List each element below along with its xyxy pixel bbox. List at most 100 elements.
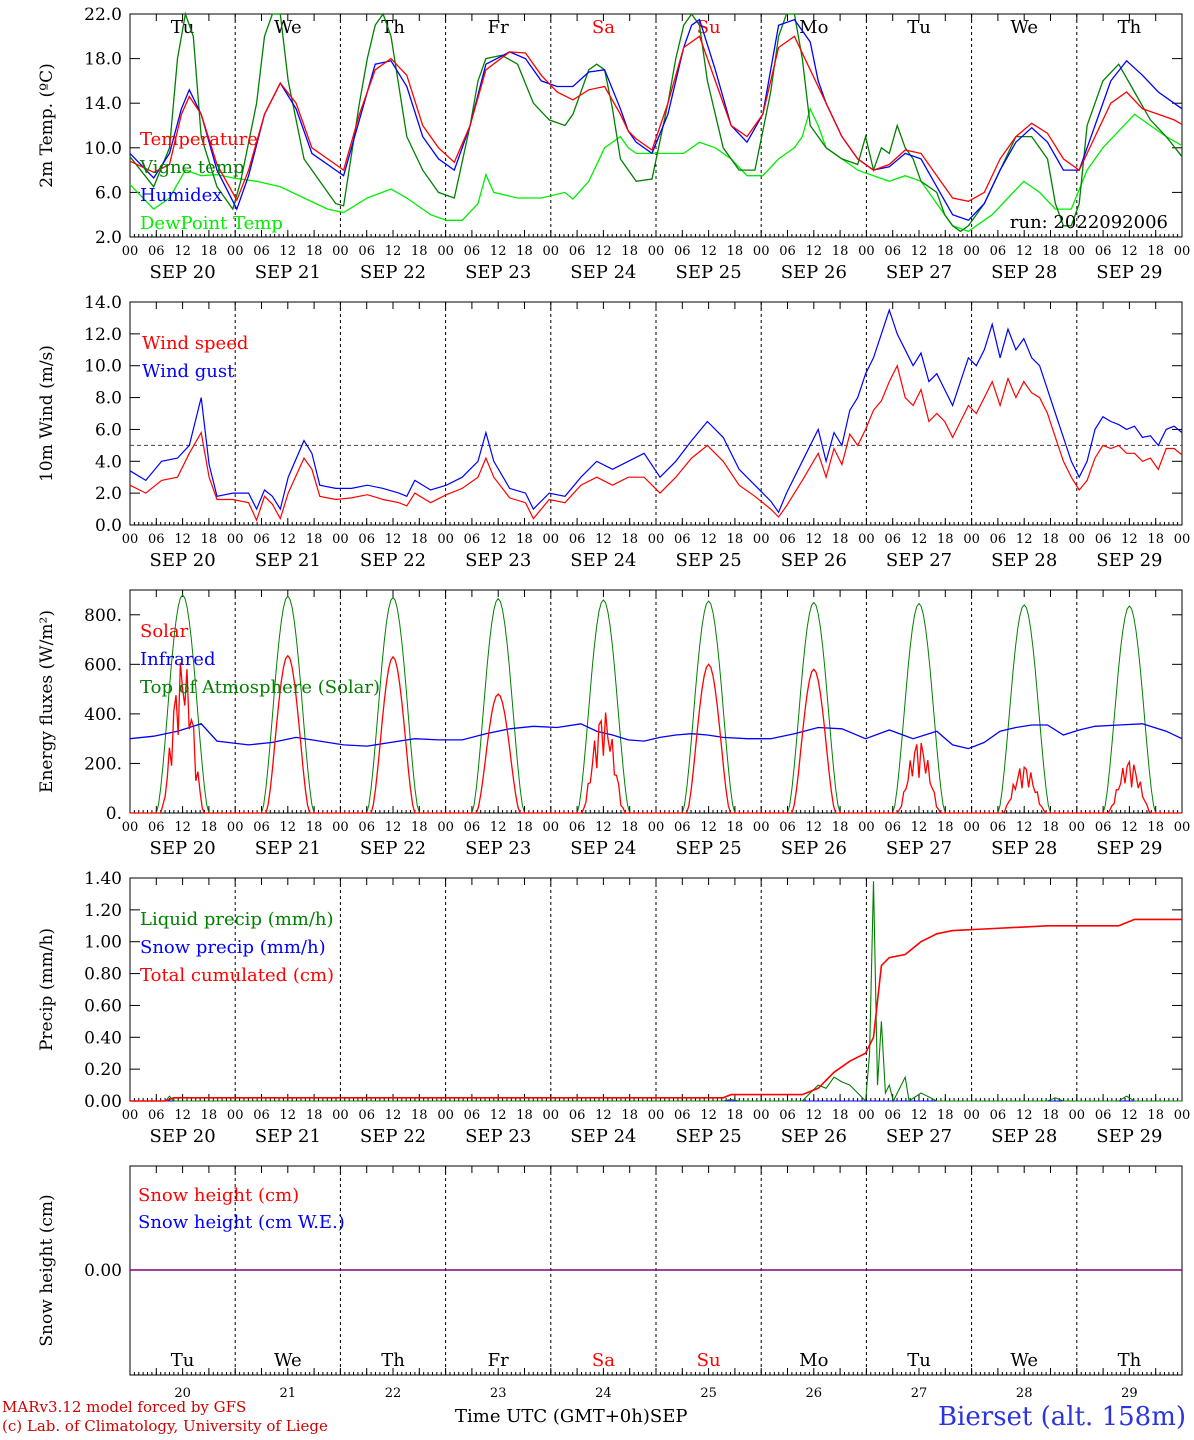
x-date-label: SEP 22 xyxy=(360,838,426,859)
x-hour-label: 18 xyxy=(516,1108,533,1123)
x-date-label: SEP 24 xyxy=(570,1126,636,1147)
x-hour-label: 00 xyxy=(858,820,875,835)
x-date-label: SEP 29 xyxy=(1096,550,1162,571)
x-hour-label: 06 xyxy=(358,532,375,547)
x-hour-label: 12 xyxy=(385,532,402,547)
weekday-label: Tu xyxy=(907,17,931,38)
x-hour-label: 06 xyxy=(1095,820,1112,835)
x-hour-label: 06 xyxy=(358,1108,375,1123)
legend-entry: Solar xyxy=(140,621,189,642)
x-hour-label: 00 xyxy=(648,820,665,835)
y-axis-label: 10m Wind (m/s) xyxy=(37,345,57,482)
x-hour-label: 12 xyxy=(595,820,612,835)
x-date-label: SEP 29 xyxy=(1096,1126,1162,1147)
y-tick-label: 14.0 xyxy=(84,293,122,313)
legend-entry: Infrared xyxy=(140,649,215,670)
x-hour-label: 06 xyxy=(464,244,481,259)
x-hour-label: 00 xyxy=(332,244,349,259)
x-hour-label: 06 xyxy=(148,532,165,547)
x-hour-label: 12 xyxy=(1016,244,1033,259)
weekday-label: We xyxy=(274,1350,302,1371)
x-hour-label: 00 xyxy=(1069,244,1086,259)
y-tick-label: 6.0 xyxy=(95,183,122,203)
x-hour-label: 06 xyxy=(779,1108,796,1123)
x-hour-label: 12 xyxy=(280,1108,297,1123)
x-hour-label: 12 xyxy=(385,244,402,259)
x-date-label: SEP 24 xyxy=(570,838,636,859)
x-hour-label: 06 xyxy=(884,1108,901,1123)
x-date-label: SEP 21 xyxy=(255,1126,321,1147)
x-hour-label: 06 xyxy=(253,244,270,259)
x-hour-label: 18 xyxy=(937,244,954,259)
month-label: SEP xyxy=(649,1406,688,1427)
x-hour-label: 12 xyxy=(911,532,928,547)
x-date-label: SEP 28 xyxy=(991,838,1057,859)
x-hour-label: 12 xyxy=(806,820,823,835)
panel-snow: Snow height (cm) 0.00 Tu We Th Fr Sa Su Mo Tu We Th… xyxy=(37,1165,1183,1401)
x-date-label: SEP 22 xyxy=(360,550,426,571)
x-hour-label: 00 xyxy=(437,532,454,547)
x-date-label: SEP 28 xyxy=(991,1126,1057,1147)
x-hour-label: 00 xyxy=(332,1108,349,1123)
x-hour-label: 18 xyxy=(411,1108,428,1123)
x-hour-label: 18 xyxy=(306,820,323,835)
x-hour-label: 12 xyxy=(385,820,402,835)
x-hour-label: 12 xyxy=(806,532,823,547)
x-hour-label: 18 xyxy=(832,1108,849,1123)
credit-line-1: MARv3.12 model forced by GFS xyxy=(2,1398,247,1416)
x-hour-label: 00 xyxy=(1069,1108,1086,1123)
weekday-label: We xyxy=(1010,1350,1038,1371)
y-tick-label: 1.40 xyxy=(84,869,122,889)
x-hour-label: 06 xyxy=(884,532,901,547)
x-hour-label: 00 xyxy=(332,532,349,547)
x-hour-label: 12 xyxy=(280,820,297,835)
x-hour-label: 12 xyxy=(911,1108,928,1123)
x-date-label: SEP 20 xyxy=(149,1126,215,1147)
plot-frame xyxy=(129,13,1183,238)
x-hour-label: 00 xyxy=(963,532,980,547)
panel-temperature: 2m Temp. (ºC) 2.0 6.0 10.0 14.0 18.0 22.0 00 06 1… xyxy=(37,5,1190,283)
weekday-label: Tu xyxy=(907,1350,931,1371)
legend-entry: Snow height (cm) xyxy=(138,1185,299,1206)
y-tick-label: 10.0 xyxy=(84,139,122,159)
day-number-label: 24 xyxy=(595,1386,612,1401)
x-hour-label: 00 xyxy=(332,820,349,835)
x-hour-label: 00 xyxy=(437,820,454,835)
legend-entry: Wind speed xyxy=(142,333,248,354)
x-hour-label: 12 xyxy=(595,1108,612,1123)
x-hour-label: 06 xyxy=(253,532,270,547)
y-tick-label: 600. xyxy=(84,655,122,675)
legend-entry: Wind gust xyxy=(142,361,235,382)
day-number-label: 29 xyxy=(1121,1386,1138,1401)
x-hour-label: 12 xyxy=(280,244,297,259)
x-hour-label: 00 xyxy=(437,244,454,259)
x-date-label: SEP 21 xyxy=(255,550,321,571)
x-hour-label: 06 xyxy=(1095,244,1112,259)
x-hour-label: 06 xyxy=(674,532,691,547)
x-hour-label: 06 xyxy=(464,1108,481,1123)
x-hour-label: 18 xyxy=(411,532,428,547)
series-line-wind-gust xyxy=(129,308,1183,514)
x-hour-label: 06 xyxy=(358,244,375,259)
x-date-label: SEP 24 xyxy=(570,262,636,283)
x-hour-label: 00 xyxy=(122,244,139,259)
x-hour-label: 18 xyxy=(306,1108,323,1123)
x-hour-label: 00 xyxy=(858,1108,875,1123)
x-hour-label: 18 xyxy=(832,532,849,547)
weekday-label: Fr xyxy=(488,1350,509,1371)
x-hour-label: 06 xyxy=(779,532,796,547)
y-axis-label: Snow height (cm) xyxy=(37,1194,57,1346)
day-number-label: 22 xyxy=(385,1386,402,1401)
legend-entry: Liquid precip (mm/h) xyxy=(140,909,334,930)
x-hour-label: 00 xyxy=(648,532,665,547)
x-date-label: SEP 20 xyxy=(149,550,215,571)
x-hour-label: 12 xyxy=(1016,1108,1033,1123)
x-date-label: SEP 23 xyxy=(465,262,531,283)
x-hour-label: 18 xyxy=(937,532,954,547)
x-hour-label: 12 xyxy=(1016,820,1033,835)
x-hour-label: 00 xyxy=(543,532,560,547)
station-label: Bierset (alt. 158m) xyxy=(937,1402,1186,1432)
x-date-label: SEP 29 xyxy=(1096,262,1162,283)
y-tick-label: 4.0 xyxy=(95,452,122,472)
weekday-label: We xyxy=(1010,17,1038,38)
